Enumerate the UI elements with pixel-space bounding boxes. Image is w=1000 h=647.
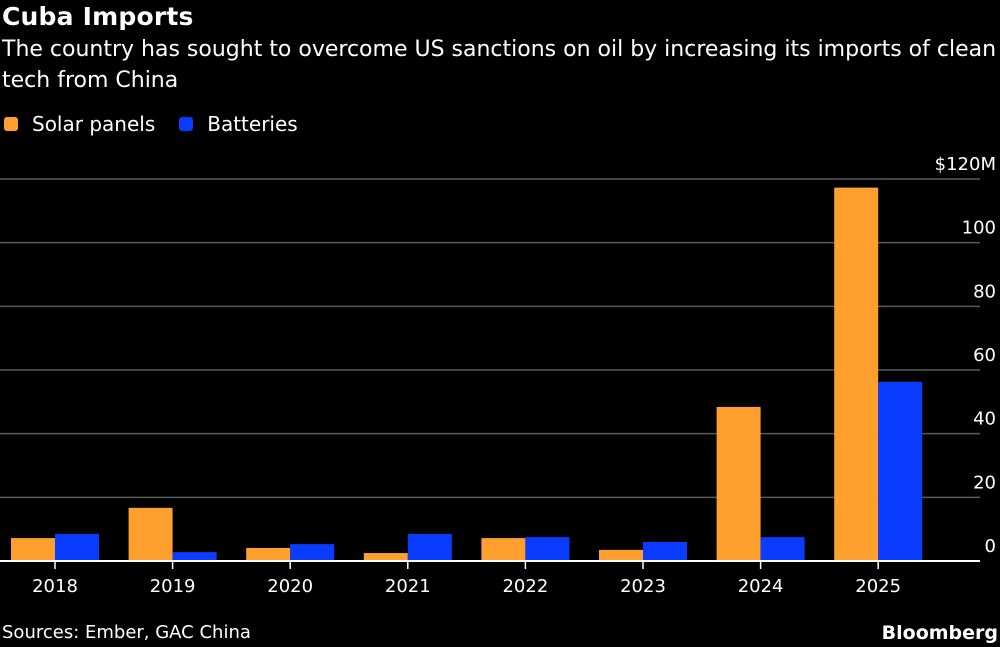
bar-solar-panels-2022	[481, 538, 526, 561]
bar-batteries-2021	[407, 533, 452, 561]
y-tick-label: 0	[985, 536, 996, 557]
bar-batteries-2018	[55, 533, 99, 561]
bar-batteries-2025	[878, 381, 923, 561]
y-tick-label: $120M	[935, 154, 996, 175]
legend-label-solar: Solar panels	[32, 112, 156, 136]
bar-batteries-2023	[643, 541, 687, 561]
y-tick-label: 40	[973, 409, 996, 430]
y-tick-label: 60	[973, 345, 996, 366]
x-tick-label: 2020	[267, 576, 313, 597]
bar-batteries-2022	[525, 537, 570, 561]
y-tick-label: 80	[973, 281, 996, 302]
legend-swatch-solar	[4, 117, 18, 131]
x-tick-label: 2022	[502, 576, 548, 597]
bar-solar-panels-2019	[128, 507, 173, 561]
y-tick-label: 20	[973, 472, 996, 493]
bar-batteries-2020	[290, 544, 335, 561]
chart-subtitle: The country has sought to overcome US sa…	[2, 37, 997, 93]
legend-label-batteries: Batteries	[207, 112, 298, 136]
bar-solar-panels-2021	[363, 553, 408, 561]
bar-solar-panels-2023	[599, 549, 643, 561]
bloomberg-logo: Bloomberg	[881, 622, 998, 644]
source-note: Sources: Ember, GAC China	[2, 622, 251, 643]
x-tick-label: 2023	[620, 576, 666, 597]
x-tick-label: 2018	[32, 576, 78, 597]
legend: Solar panels Batteries	[4, 112, 322, 136]
bar-solar-panels-2020	[246, 547, 291, 561]
x-tick-label: 2021	[385, 576, 431, 597]
x-tick-label: 2025	[855, 576, 901, 597]
bar-batteries-2024	[760, 537, 805, 561]
bar-batteries-2019	[172, 552, 217, 561]
bar-solar-panels-2018	[11, 538, 55, 561]
bar-solar-panels-2025	[834, 187, 879, 561]
legend-item-batteries: Batteries	[179, 112, 298, 136]
legend-item-solar: Solar panels	[4, 112, 155, 136]
chart-title: Cuba Imports	[2, 2, 194, 31]
x-tick-label: 2024	[738, 576, 784, 597]
legend-swatch-batteries	[179, 117, 194, 131]
y-tick-label: 100	[962, 218, 996, 239]
x-tick-label: 2019	[150, 576, 196, 597]
bar-solar-panels-2024	[716, 406, 761, 561]
